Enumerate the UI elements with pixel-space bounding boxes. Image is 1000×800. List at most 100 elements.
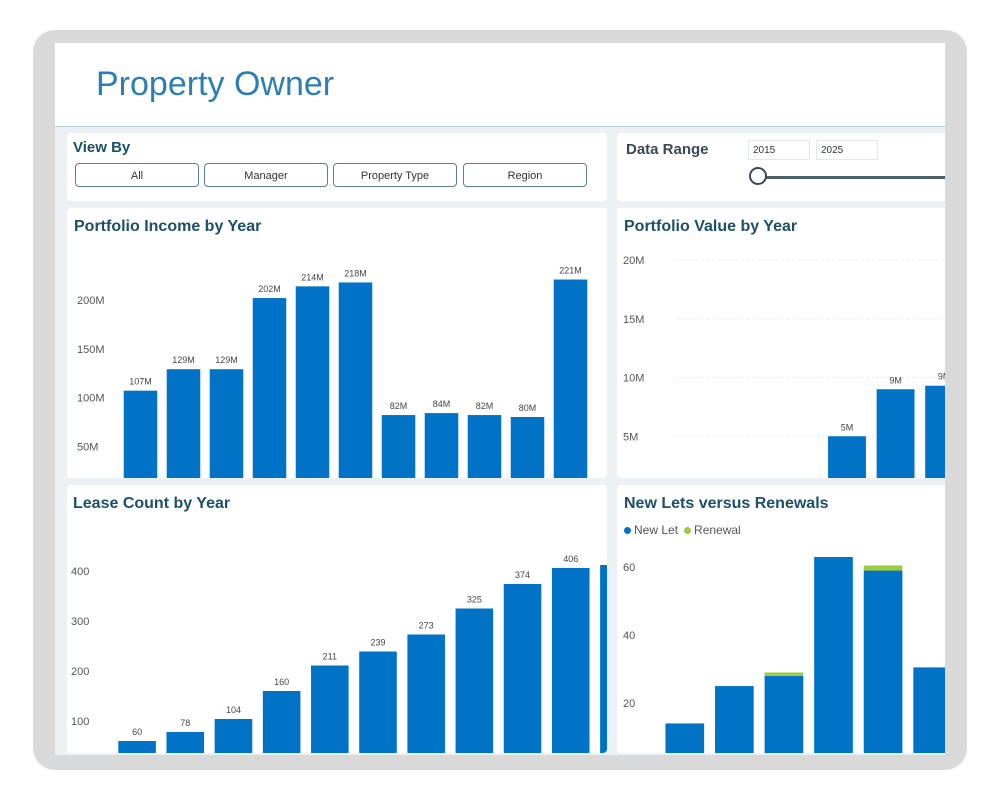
bar <box>503 584 542 753</box>
y-tick-label: 15M <box>623 314 644 326</box>
bar <box>828 436 866 478</box>
y-tick-label: 5M <box>623 431 638 443</box>
lease-bar-chart: 0100200300400602015782016104201716020182… <box>71 554 607 753</box>
bar <box>123 390 158 478</box>
bar-new-let <box>764 675 804 753</box>
bar <box>214 719 253 753</box>
y-tick-label: 100 <box>71 716 89 728</box>
y-tick-label: 20M <box>623 255 644 267</box>
bar <box>424 413 459 478</box>
income-bar-chart: 0M50M100M150M200M107M2015129M2016129M201… <box>77 266 588 478</box>
bar-data-label: 82M <box>476 401 494 411</box>
bar-data-label: 211 <box>323 652 337 662</box>
bar <box>600 565 607 753</box>
income-chart-card: Portfolio Income by Year 0M50M100M150M20… <box>67 208 607 478</box>
bar <box>455 608 494 753</box>
y-tick-label: 150M <box>77 344 105 356</box>
data-range-panel: Data Range <box>617 133 945 201</box>
bar-data-label: 60 <box>132 727 142 737</box>
y-tick-label: 10M <box>623 373 644 385</box>
view-by-title: View By <box>73 139 131 156</box>
bar <box>359 651 397 753</box>
y-tick-label: 200M <box>77 295 105 307</box>
range-end-input[interactable] <box>816 140 878 160</box>
y-tick-label: 300 <box>71 616 89 628</box>
bar <box>295 286 330 478</box>
bar-data-label: 325 <box>467 595 482 605</box>
y-tick-label: 50M <box>77 441 98 453</box>
lease-chart-card: Lease Count by Year 0 100 200 300 400 60 2015 7… <box>67 485 607 753</box>
bar <box>262 691 301 753</box>
bar-new-let <box>715 686 754 753</box>
bar <box>252 298 287 478</box>
range-slider-track[interactable] <box>759 176 945 179</box>
legend-new-let-label: New Let <box>634 523 679 537</box>
bar-data-label: 239 <box>370 638 385 648</box>
bar-data-label: 107M <box>129 377 152 387</box>
page-title: Property Owner <box>96 65 335 103</box>
bar-data-label: 273 <box>419 621 434 631</box>
legend-item-renewal[interactable]: Renewal <box>684 523 741 537</box>
data-range-title: Data Range <box>626 141 709 158</box>
range-slider-handle[interactable] <box>749 167 767 185</box>
income-chart-title: Portfolio Income by Year <box>74 218 262 235</box>
view-by-region-button[interactable]: Region <box>463 163 587 187</box>
bar-new-let <box>665 723 705 753</box>
bar <box>553 279 588 478</box>
new-let-dot-icon <box>624 527 631 535</box>
newlets-legend: New Let Renewal <box>624 523 741 537</box>
bar <box>338 282 373 478</box>
y-tick-label: 40 <box>623 630 635 642</box>
range-start-input[interactable] <box>748 140 810 160</box>
y-tick-label: 20 <box>623 698 635 710</box>
bar <box>311 665 349 753</box>
lease-chart-title: Lease Count by Year <box>73 495 231 512</box>
bar <box>551 568 590 753</box>
bar <box>876 389 915 478</box>
bar-data-label: 5M <box>841 422 854 432</box>
view-by-property-type-button[interactable]: Property Type <box>333 163 457 187</box>
bar-data-label: 9M <box>889 375 902 385</box>
bar <box>118 741 156 753</box>
dashboard-screen: Property Owner View By All Manager Prope… <box>55 43 945 755</box>
bar-data-label: 84M <box>433 399 451 409</box>
bar-new-let <box>913 667 945 753</box>
value-bar-chart: 0M5M10M15M20M0M20150M20160M20175M20189M2… <box>623 255 945 478</box>
bar-data-label: 129M <box>215 355 238 365</box>
bar <box>381 415 416 478</box>
bar-data-label: 160 <box>274 677 289 687</box>
bar-renewal <box>863 565 903 571</box>
view-by-panel: View By All Manager Property Type Region <box>67 133 607 201</box>
bar-data-label: 202M <box>258 284 281 294</box>
bar-data-label: 221M <box>559 266 582 276</box>
renewal-dot-icon <box>684 527 692 535</box>
y-tick-label: 200 <box>71 666 89 678</box>
bar <box>407 634 445 753</box>
bar <box>510 417 545 478</box>
bar <box>166 732 205 753</box>
bar-data-label: 9M <box>938 372 945 382</box>
y-tick-label: 100M <box>77 393 105 405</box>
bar-data-label: 374 <box>515 570 530 580</box>
bar-data-label: 82M <box>390 401 408 411</box>
bar-new-let <box>863 570 903 753</box>
bar <box>467 415 502 478</box>
page-header: Property Owner <box>55 43 945 127</box>
bar <box>166 369 201 478</box>
bar-data-label: 80M <box>519 403 537 413</box>
bar-data-label: 214M <box>301 272 324 282</box>
legend-item-new-let[interactable]: New Let <box>624 523 678 537</box>
legend-renewal-label: Renewal <box>694 523 741 537</box>
view-by-all-button[interactable]: All <box>75 163 199 187</box>
newlets-chart-card: New Lets versus Renewals New Let Renewal… <box>617 485 945 753</box>
value-chart-title: Portfolio Value by Year <box>624 218 798 235</box>
bar <box>925 385 945 478</box>
value-chart-card: Portfolio Value by Year 0M5M10M15M20M0M2… <box>617 208 945 478</box>
bar-data-label: 78 <box>180 718 190 728</box>
view-by-manager-button[interactable]: Manager <box>204 163 328 187</box>
y-tick-label: 400 <box>71 566 89 578</box>
newlets-chart-title: New Lets versus Renewals <box>624 495 829 512</box>
bar-data-label: 129M <box>172 355 195 365</box>
y-tick-label: 60 <box>623 562 635 574</box>
